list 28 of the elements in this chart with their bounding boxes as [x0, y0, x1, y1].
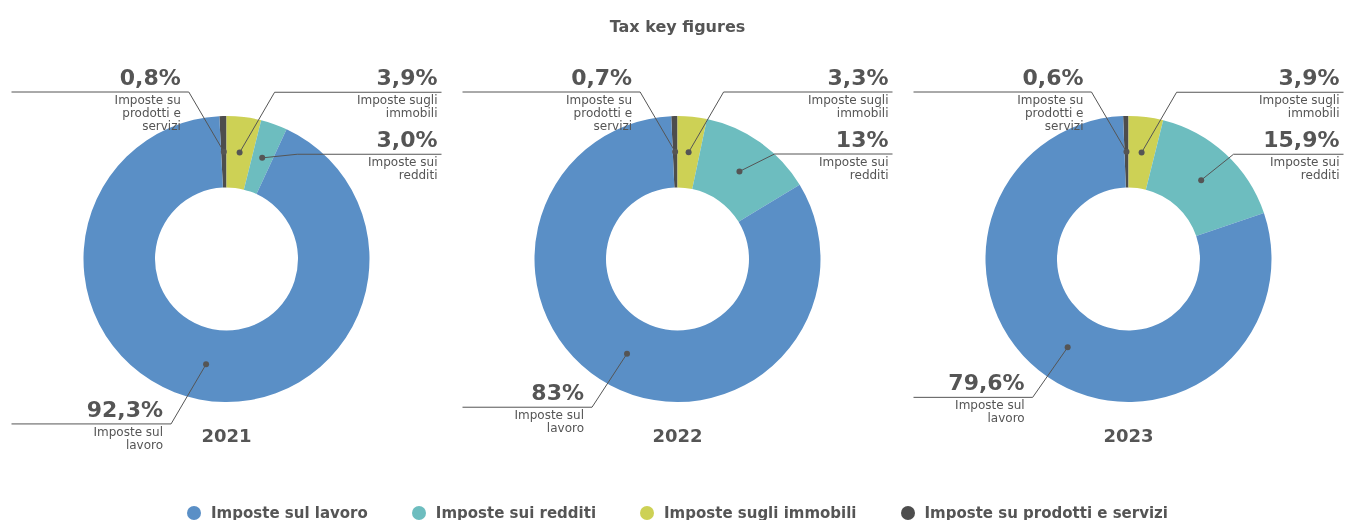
data-label: 0,7%: [571, 64, 633, 90]
data-label: 3,9%: [376, 64, 438, 90]
slice-label: Imposte sui redditi: [818, 155, 889, 183]
text: 2023: [1103, 424, 1154, 446]
data-label: 15,9%: [1263, 126, 1340, 152]
slice-label: Imposte su prodotti e servizi: [114, 93, 181, 134]
text: Tax key figures: [609, 16, 746, 36]
slice-label: Imposte sul lavoro: [955, 398, 1025, 426]
slice-label: Imposte sul lavoro: [514, 408, 585, 436]
data-label: 0,8%: [119, 64, 181, 90]
slice-label: Imposte su prodotti e servizi: [1017, 93, 1084, 134]
slice-label: Imposte sul lavoro: [93, 425, 164, 453]
slice-label: Imposte sugli immobili: [1259, 93, 1340, 121]
slice-label: Imposte sui redditi: [367, 155, 438, 183]
data-label: 3,9%: [1278, 64, 1340, 90]
text: 2021: [201, 424, 252, 446]
data-label: 3,3%: [827, 64, 889, 90]
slice-label: Imposte sugli immobili: [357, 93, 438, 121]
text: 2022: [652, 424, 703, 446]
data-label: 92,3%: [86, 396, 164, 422]
slice-label: Imposte sui redditi: [1269, 155, 1340, 183]
data-label: 0,6%: [1022, 64, 1084, 90]
data-label: 13%: [835, 126, 889, 152]
data-label: 79,6%: [948, 370, 1025, 396]
data-label: 83%: [531, 379, 585, 405]
slice-label: Imposte su prodotti e servizi: [565, 93, 633, 134]
data-label: 3,0%: [376, 126, 438, 152]
slice-label: Imposte sugli immobili: [808, 93, 889, 121]
